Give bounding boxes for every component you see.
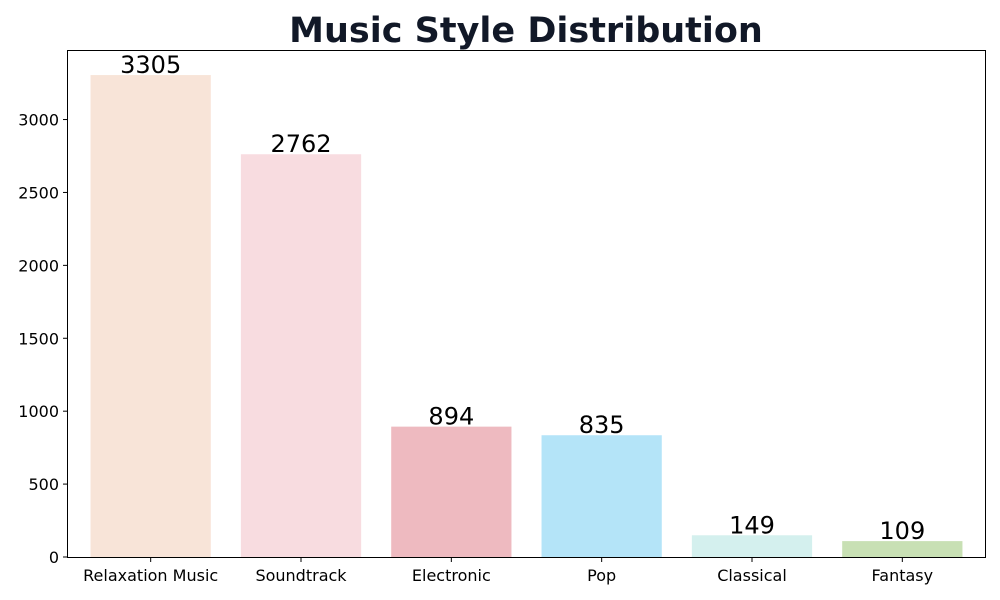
y-tick-label: 3000 bbox=[18, 111, 59, 130]
data-label: 109 bbox=[879, 517, 925, 545]
x-tick-label: Electronic bbox=[412, 566, 491, 585]
y-tick-label: 2500 bbox=[18, 183, 59, 202]
bar-fantasy bbox=[842, 541, 963, 557]
bar-classical bbox=[691, 535, 813, 557]
y-tick-label: 1500 bbox=[18, 329, 59, 348]
x-tick-label: Pop bbox=[587, 566, 616, 585]
bar-pop bbox=[541, 435, 662, 557]
plot-frame bbox=[67, 50, 986, 558]
x-axis: Relaxation Music Soundtrack Electronic Pop C… bbox=[83, 557, 933, 585]
y-tick-label: 2000 bbox=[18, 256, 59, 275]
y-tick-label: 0 bbox=[49, 548, 59, 567]
bar-soundtrack bbox=[240, 154, 362, 558]
y-tick-label: 500 bbox=[28, 475, 59, 494]
data-label: 2762 bbox=[270, 130, 331, 158]
bar-electronic bbox=[391, 426, 512, 557]
data-labels-layer: 3305 2762 894 835 149 109 bbox=[120, 51, 925, 545]
data-label: 835 bbox=[579, 411, 625, 439]
chart-title: Music Style Distribution bbox=[289, 11, 763, 51]
data-label: 894 bbox=[428, 403, 474, 431]
x-tick-label: Soundtrack bbox=[255, 566, 347, 585]
bars-layer bbox=[90, 75, 963, 558]
bar-relaxation-music bbox=[90, 75, 211, 557]
y-tick-label: 1000 bbox=[18, 402, 59, 421]
y-axis: 0 500 1000 1500 2000 2500 3000 bbox=[18, 111, 68, 567]
data-label: 149 bbox=[729, 511, 775, 539]
x-tick-label: Classical bbox=[717, 566, 787, 585]
x-tick-label: Fantasy bbox=[872, 566, 934, 585]
x-tick-label: Relaxation Music bbox=[83, 566, 218, 585]
data-label: 3305 bbox=[120, 51, 181, 79]
